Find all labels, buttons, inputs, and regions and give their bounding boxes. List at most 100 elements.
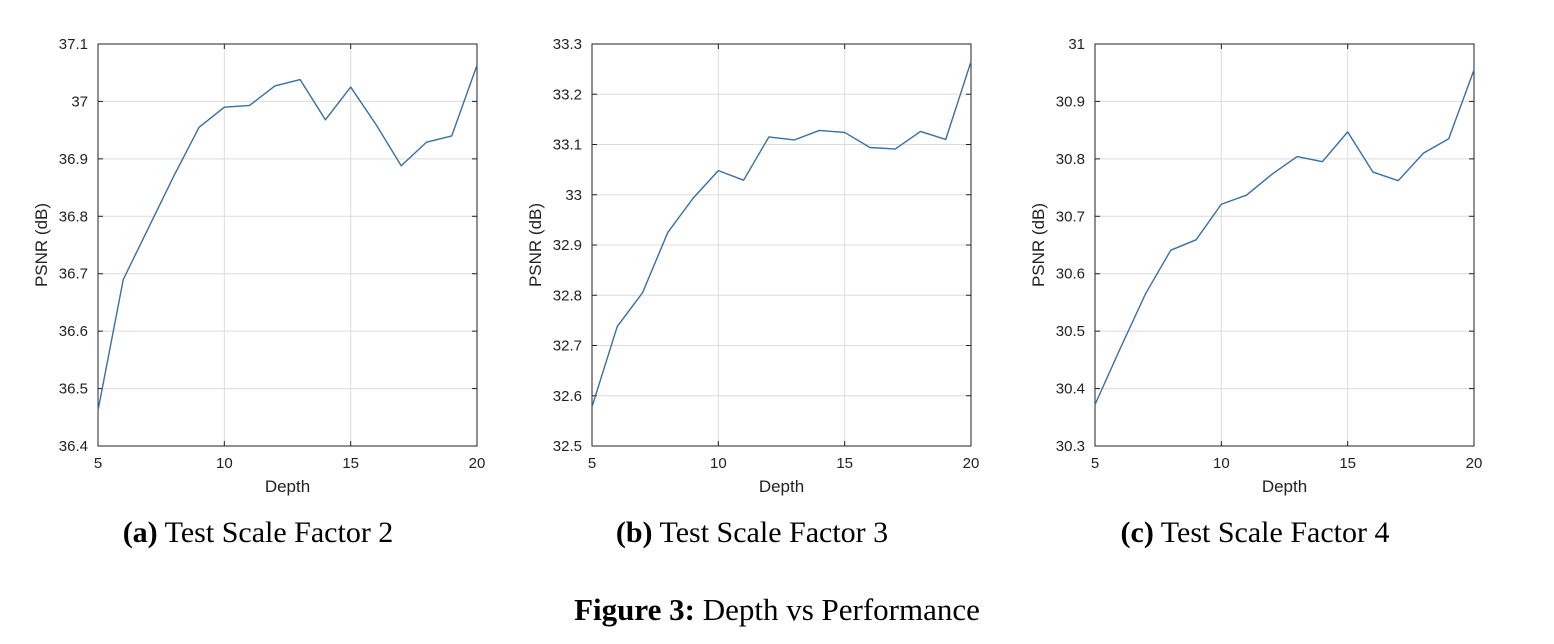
chart-c-point-10 — [1346, 130, 1349, 133]
chart-c-xtick-label-1: 10 — [1213, 455, 1230, 472]
caption-c: (c) Test Scale Factor 4 — [1005, 516, 1505, 550]
chart-c-point-11 — [1371, 171, 1374, 174]
chart-a-ytick-label-6: 37 — [71, 93, 88, 110]
chart-a-series-line — [97, 65, 478, 411]
caption-b-label: (b) — [615, 516, 653, 549]
chart-c-ylabel: PSNR (dB) — [1029, 203, 1048, 287]
chart-a-xtick-label-3: 20 — [469, 455, 486, 472]
chart-c-point-1 — [1119, 347, 1122, 350]
chart-a-point-10 — [349, 86, 352, 89]
chart-a-xtick-label-0: 5 — [94, 455, 102, 472]
chart-a-point-2 — [147, 226, 150, 229]
figure-caption-title: Depth vs Performance — [702, 592, 980, 627]
chart-c-point-4 — [1195, 238, 1198, 241]
chart-a-ytick-label-5: 36.9 — [59, 151, 88, 168]
chart-b-point-13 — [919, 130, 922, 133]
figure-caption: Figure 3: Depth vs Performance — [0, 592, 1554, 628]
chart-b-ytick-label-2: 32.7 — [553, 338, 582, 355]
chart-c-xlabel: Depth — [1262, 477, 1307, 496]
chart-b-ytick-label-8: 33.3 — [553, 36, 582, 53]
chart-c-point-9 — [1321, 160, 1324, 163]
caption-b-text: Test Scale Factor 3 — [659, 516, 889, 549]
chart-c-point-5 — [1220, 203, 1223, 206]
chart-c-ytick-label-2: 30.5 — [1056, 323, 1085, 340]
chart-a-point-7 — [273, 84, 276, 87]
chart-c-point-13 — [1422, 152, 1425, 155]
chart-a-point-1 — [122, 278, 125, 281]
chart-b-ylabel: PSNR (dB) — [526, 203, 545, 287]
chart-b-point-4 — [692, 197, 695, 200]
chart-b-ytick-label-1: 32.6 — [553, 388, 582, 405]
chart-c-point-12 — [1397, 179, 1400, 182]
caption-a: (a) Test Scale Factor 2 — [8, 516, 508, 550]
chart-a-xtick-label-2: 15 — [342, 455, 359, 472]
chart-b-xtick-label-1: 10 — [710, 455, 727, 472]
caption-c-label: (c) — [1120, 516, 1154, 549]
chart-c-ytick-label-0: 30.3 — [1056, 438, 1085, 455]
chart-b-point-0 — [591, 405, 594, 408]
chart-c-point-7 — [1270, 173, 1273, 176]
chart-b-point-6 — [742, 179, 745, 182]
chart-c-ytick-label-6: 30.9 — [1056, 93, 1085, 110]
figure-caption-label: Figure 3: — [574, 592, 695, 627]
chart-panel-b: 5 10 15 20 32.5 32.6 32.7 32.8 32.9 33 33.1 33.2 33.… — [494, 0, 994, 560]
chart-c-point-14 — [1447, 137, 1450, 140]
chart-a-point-12 — [400, 164, 403, 167]
chart-b-point-8 — [793, 138, 796, 141]
chart-c-frame — [1094, 43, 1475, 447]
chart-a-point-9 — [324, 118, 327, 121]
chart-b-ytick-label-0: 32.5 — [553, 438, 582, 455]
chart-b-point-12 — [894, 148, 897, 151]
chart-c-xtick-label-3: 20 — [1466, 455, 1483, 472]
chart-a-xtick-label-1: 10 — [216, 455, 233, 472]
chart-a-point-15 — [476, 64, 479, 67]
chart-b-series-line — [591, 61, 972, 408]
chart-c-point-15 — [1473, 68, 1476, 71]
chart-a-point-11 — [374, 123, 377, 126]
chart-c-point-3 — [1169, 249, 1172, 252]
chart-a-ylabel: PSNR (dB) — [32, 203, 51, 287]
chart-panel-a: 5 10 15 20 36.4 36.5 36.6 36.7 36.8 36.9 37 37.1 Dep… — [0, 0, 500, 560]
chart-a-point-3 — [172, 175, 175, 178]
chart-b-point-2 — [641, 291, 644, 294]
chart-c: 5 10 15 20 30.3 30.4 30.5 30.6 30.7 30.8 30.9 31 Dep… — [1029, 36, 1483, 496]
chart-b-ytick-label-4: 32.9 — [553, 237, 582, 254]
chart-a-ytick-label-2: 36.6 — [59, 323, 88, 340]
chart-b-xtick-label-3: 20 — [963, 455, 980, 472]
chart-c-ytick-label-3: 30.6 — [1056, 266, 1085, 283]
chart-c-series-line — [1094, 69, 1475, 405]
chart-c-xtick-label-2: 15 — [1339, 455, 1356, 472]
chart-b-point-11 — [868, 146, 871, 149]
chart-b-point-15 — [970, 60, 973, 63]
chart-b-point-1 — [616, 325, 619, 328]
chart-b-point-7 — [767, 135, 770, 138]
chart-b-ytick-label-3: 32.8 — [553, 287, 582, 304]
chart-a-ytick-label-0: 36.4 — [59, 438, 88, 455]
caption-b: (b) Test Scale Factor 3 — [502, 516, 1002, 550]
chart-a-ytick-label-3: 36.7 — [59, 266, 88, 283]
chart-c-point-2 — [1144, 292, 1147, 295]
chart-b-point-9 — [818, 129, 821, 132]
chart-a-ytick-label-7: 37.1 — [59, 36, 88, 53]
chart-a-frame — [97, 43, 478, 447]
chart-c-point-8 — [1296, 155, 1299, 158]
chart-a-point-5 — [223, 106, 226, 109]
chart-b-xtick-label-0: 5 — [588, 455, 596, 472]
chart-a-point-4 — [198, 126, 201, 129]
chart-a-point-6 — [248, 104, 251, 107]
chart-b: 5 10 15 20 32.5 32.6 32.7 32.8 32.9 33 33.1 33.2 33.… — [526, 36, 980, 496]
chart-panel-c: 5 10 15 20 30.3 30.4 30.5 30.6 30.7 30.8 30.9 31 Dep… — [997, 0, 1497, 560]
chart-b-point-10 — [843, 131, 846, 134]
chart-c-point-6 — [1245, 194, 1248, 197]
chart-b-ytick-label-5: 33 — [565, 187, 582, 204]
chart-a-point-0 — [97, 409, 100, 412]
chart-b-ytick-label-7: 33.2 — [553, 86, 582, 103]
chart-a-point-14 — [450, 134, 453, 137]
chart-b-point-14 — [944, 138, 947, 141]
caption-a-text: Test Scale Factor 2 — [164, 516, 394, 549]
chart-b-point-5 — [717, 169, 720, 172]
chart-a-point-8 — [299, 78, 302, 81]
chart-c-ytick-label-4: 30.7 — [1056, 208, 1085, 225]
chart-b-xtick-label-2: 15 — [836, 455, 853, 472]
